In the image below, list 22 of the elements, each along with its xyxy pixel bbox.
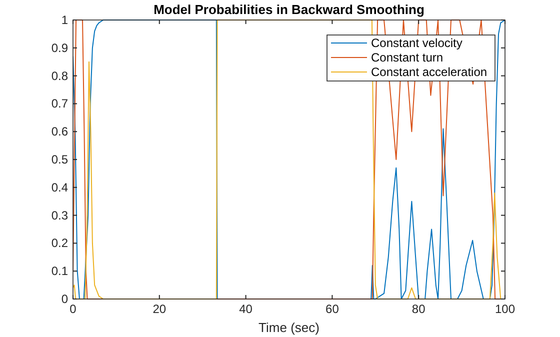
- chart-title: Model Probabilities in Backward Smoothing: [154, 2, 424, 17]
- y-tick-label: 0.1: [51, 264, 68, 278]
- y-tick-label: 0.4: [51, 180, 68, 194]
- y-tick-label: 0.3: [51, 208, 68, 222]
- x-axis-title: Time (sec): [258, 320, 320, 335]
- x-tick-label: 0: [70, 302, 77, 316]
- y-tick-label: 0: [61, 292, 68, 306]
- legend-label: Constant turn: [371, 50, 444, 64]
- y-tick-label: 0.7: [51, 96, 68, 111]
- x-tick-label: 100: [494, 302, 516, 316]
- x-tick-label: 80: [412, 302, 426, 316]
- y-tick-label: 0.5: [51, 152, 68, 166]
- x-tick-label: 60: [326, 302, 340, 316]
- x-tick-label: 20: [152, 302, 166, 316]
- legend-label: Constant velocity: [371, 36, 462, 50]
- y-tick-label: 1: [61, 13, 68, 27]
- y-tick-label: 0.8: [51, 68, 68, 83]
- y-tick-label: 0.2: [51, 236, 68, 250]
- y-tick-label: 0.6: [51, 124, 68, 139]
- x-tick-label: 40: [239, 302, 253, 316]
- y-tick-label: 0.9: [51, 40, 68, 55]
- legend-label: Constant acceleration: [371, 65, 488, 79]
